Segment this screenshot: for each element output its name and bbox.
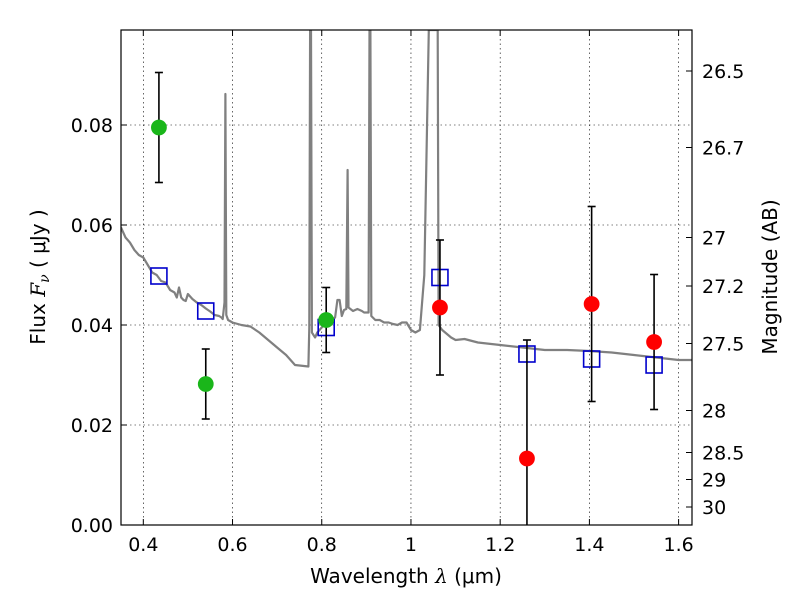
x-tick-label: 1.4 [574, 534, 604, 556]
observed-flux-point [519, 450, 535, 467]
y-axis-label: Flux Fν ( μJy ) [26, 209, 53, 344]
y2-axis-label: Magnitude (AB) [758, 199, 782, 354]
model-flux-square [196, 302, 215, 320]
y-tick-label: 0.00 [71, 515, 113, 537]
y2-tick-label: 30 [702, 497, 726, 519]
axis-ticks: 0.4 0.6 0.8 1 1.2 1.4 1.6 0.00 0.02 0.04 0.06 0.08 2… [71, 30, 744, 556]
observed-flux-point [151, 119, 167, 136]
y2-tick-label: 29 [702, 470, 726, 492]
grid-lines [121, 30, 692, 526]
x-tick-label: 1.6 [664, 534, 694, 556]
x-tick-label: 0.6 [217, 534, 247, 556]
y2-tick-label: 27.5 [702, 334, 744, 356]
observed-flux-point [646, 334, 662, 350]
x-tick-label: 1 [405, 534, 417, 556]
y2-tick-label: 28 [702, 401, 726, 423]
y2-tick-label: 26.5 [702, 61, 744, 83]
spectrum-line [121, 30, 692, 368]
x-tick-label: 1.2 [485, 534, 515, 556]
plot-area [121, 30, 692, 525]
x-tick-label: 0.8 [307, 534, 337, 556]
y2-tick-label: 27 [702, 228, 726, 250]
observed-flux-point [432, 299, 448, 316]
plot-frame [120, 29, 693, 526]
observed-flux-point [197, 376, 214, 392]
y-tick-label: 0.06 [71, 215, 113, 237]
y2-tick-label: 28.5 [702, 443, 744, 465]
y-tick-label: 0.04 [71, 315, 113, 337]
y-tick-label: 0.08 [71, 115, 113, 137]
y2-tick-label: 27.2 [702, 276, 744, 298]
y2-tick-label: 26.7 [702, 138, 744, 160]
observed-flux-point [318, 312, 335, 328]
observed-flux-point [583, 296, 600, 312]
x-axis-label: Wavelength λ (μm) [310, 564, 502, 588]
y-tick-label: 0.02 [71, 415, 113, 437]
x-tick-label: 0.4 [128, 534, 158, 556]
model-flux-square [150, 267, 168, 285]
